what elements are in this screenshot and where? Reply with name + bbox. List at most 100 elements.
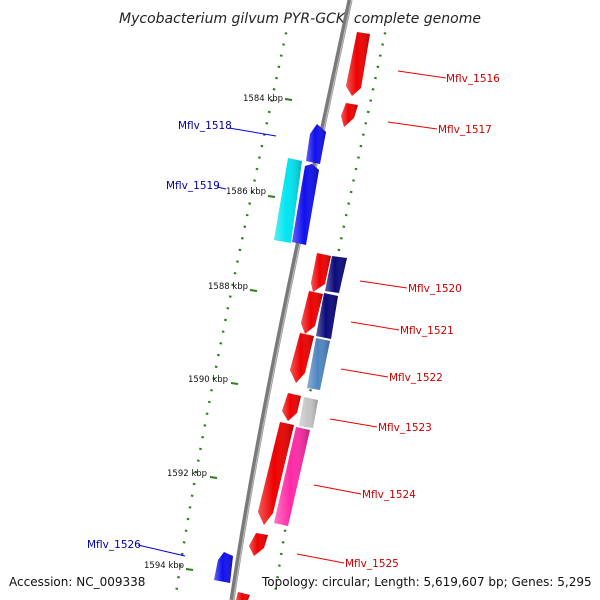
- outer-guide-tick: [381, 43, 385, 46]
- leader-mflv-1516: [397, 70, 447, 79]
- leader-mflv-1523: [329, 418, 378, 428]
- inner-guide-tick: [207, 400, 211, 404]
- gene-mflv-1517[interactable]: [341, 103, 358, 127]
- label-mflv-1517[interactable]: Mflv_1517: [438, 124, 492, 136]
- scale-tick: [209, 476, 218, 479]
- outer-guide-tick: [339, 237, 343, 240]
- inner-guide-tick: [221, 330, 225, 333]
- outer-guide-tick: [359, 144, 363, 148]
- outer-guide-tick: [371, 88, 375, 91]
- gene-mflv-1525[interactable]: [249, 533, 268, 556]
- genes: [214, 32, 370, 600]
- inner-guide-tick: [196, 459, 200, 462]
- inner-guide-tick: [216, 353, 220, 357]
- inner-guide-tick: [233, 271, 237, 275]
- outer-guide-tick: [337, 248, 341, 252]
- inner-guide-tick: [275, 76, 278, 80]
- inner-guide-tick: [190, 494, 194, 497]
- inner-guide-tick: [258, 156, 261, 159]
- leader-mflv-1525: [296, 553, 345, 564]
- scale-label: 1588 kbp: [208, 282, 248, 292]
- inner-guide-tick: [175, 587, 179, 591]
- gene-mflv-1518[interactable]: [306, 124, 326, 164]
- outer-guide-tick: [344, 213, 348, 217]
- leader-mflv-1517: [387, 121, 438, 130]
- outer-guide-tick: [366, 110, 370, 114]
- scale-tick: [185, 568, 194, 571]
- outer-guide-tick: [277, 564, 281, 567]
- scale-label: 1594 kbp: [144, 561, 184, 571]
- inner-guide-tick: [260, 144, 264, 148]
- inner-guide-tick: [184, 529, 188, 532]
- outer-guide-tick: [374, 76, 377, 80]
- inner-guide-tick: [203, 424, 207, 427]
- leader-mflv-1519: [216, 186, 227, 190]
- outer-guide-tick: [378, 54, 382, 57]
- inner-guide-tick: [248, 202, 252, 205]
- gene-bottom-red[interactable]: [236, 592, 250, 600]
- inner-guide-tick: [178, 564, 182, 567]
- outer-guide-tick: [352, 179, 356, 182]
- inner-guide-tick: [212, 377, 216, 380]
- label-mflv-1524[interactable]: Mflv_1524: [362, 489, 416, 501]
- inner-guide-tick: [245, 213, 249, 217]
- inner-guide-tick: [243, 225, 247, 228]
- inner-guide-tick: [277, 65, 281, 69]
- scale-label: 1584 kbp: [243, 94, 283, 104]
- scale-label: 1592 kbp: [167, 469, 207, 479]
- outer-guide-tick: [347, 202, 351, 205]
- inner-guide-tick: [279, 54, 283, 57]
- inner-guide-tick: [205, 412, 209, 415]
- outer-guide-tick: [354, 167, 358, 171]
- inner-guide-tick: [236, 260, 239, 263]
- label-mflv-1522[interactable]: Mflv_1522: [389, 372, 443, 384]
- label-mflv-1519[interactable]: Mflv_1519: [166, 180, 220, 192]
- inner-guide-tick: [240, 237, 244, 240]
- inner-guide-tick: [210, 388, 213, 392]
- scale-label: 1586 kbp: [226, 187, 266, 197]
- genome-summary-text: Topology: circular; Length: 5,619,607 bp…: [261, 575, 592, 589]
- gene-mflv-1526[interactable]: [214, 552, 233, 583]
- label-mflv-1526[interactable]: Mflv_1526: [87, 539, 141, 551]
- inner-guide-tick: [231, 283, 235, 287]
- outer-guide-tick: [342, 225, 346, 228]
- scale-tick: [267, 195, 276, 198]
- inner-guide-tick: [192, 482, 196, 486]
- outer-guide-tick: [274, 587, 278, 591]
- gene-mflv-1523[interactable]: [282, 393, 301, 421]
- outer-guide-tick: [357, 156, 360, 159]
- scale: 1584 kbp 1586 kbp 1588 kbp 1590 kbp 1592…: [144, 94, 293, 571]
- scale-label: 1590 kbp: [188, 375, 228, 385]
- inner-guide-tick: [272, 88, 276, 91]
- label-mflv-1518[interactable]: Mflv_1518: [178, 120, 232, 132]
- inner-guide-tick: [250, 190, 254, 194]
- outer-guide-tick: [349, 190, 353, 194]
- label-mflv-1525[interactable]: Mflv_1525: [345, 558, 399, 570]
- outer-guide-tick: [361, 133, 365, 136]
- inner-guide-tick: [199, 447, 202, 451]
- gene-track-gray[interactable]: [299, 397, 318, 428]
- accession-text: Accession: NC_009338: [9, 575, 145, 589]
- inner-guide-tick: [180, 552, 184, 556]
- label-mflv-1523[interactable]: Mflv_1523: [378, 422, 432, 434]
- inner-guide-tick: [201, 435, 205, 439]
- leader-mflv-1524: [313, 484, 362, 495]
- leader-mflv-1526: [137, 544, 186, 557]
- inner-guide-tick: [182, 541, 186, 544]
- inner-guide-tick: [188, 506, 192, 509]
- outer-guide-tick: [376, 65, 380, 69]
- genome-title: Mycobacterium gilvum PYR-GCK, complete g…: [119, 11, 481, 27]
- label-mflv-1521[interactable]: Mflv_1521: [400, 325, 454, 337]
- label-mflv-1516[interactable]: Mflv_1516: [446, 73, 500, 85]
- scale-tick: [249, 289, 258, 292]
- inner-guide-tick: [267, 110, 271, 114]
- leader-mflv-1522: [340, 368, 389, 378]
- gene-mflv-1516[interactable]: [346, 32, 370, 96]
- scale-tick: [284, 98, 293, 101]
- label-mflv-1520[interactable]: Mflv_1520: [408, 283, 462, 295]
- gene-labels: Mflv_1516 Mflv_1517 Mflv_1520 Mflv_1521 …: [87, 73, 500, 570]
- inner-guide-tick: [282, 43, 286, 46]
- inner-guide-tick: [253, 179, 257, 182]
- inner-guide-tick: [194, 471, 198, 474]
- leader-mflv-1521: [350, 321, 400, 331]
